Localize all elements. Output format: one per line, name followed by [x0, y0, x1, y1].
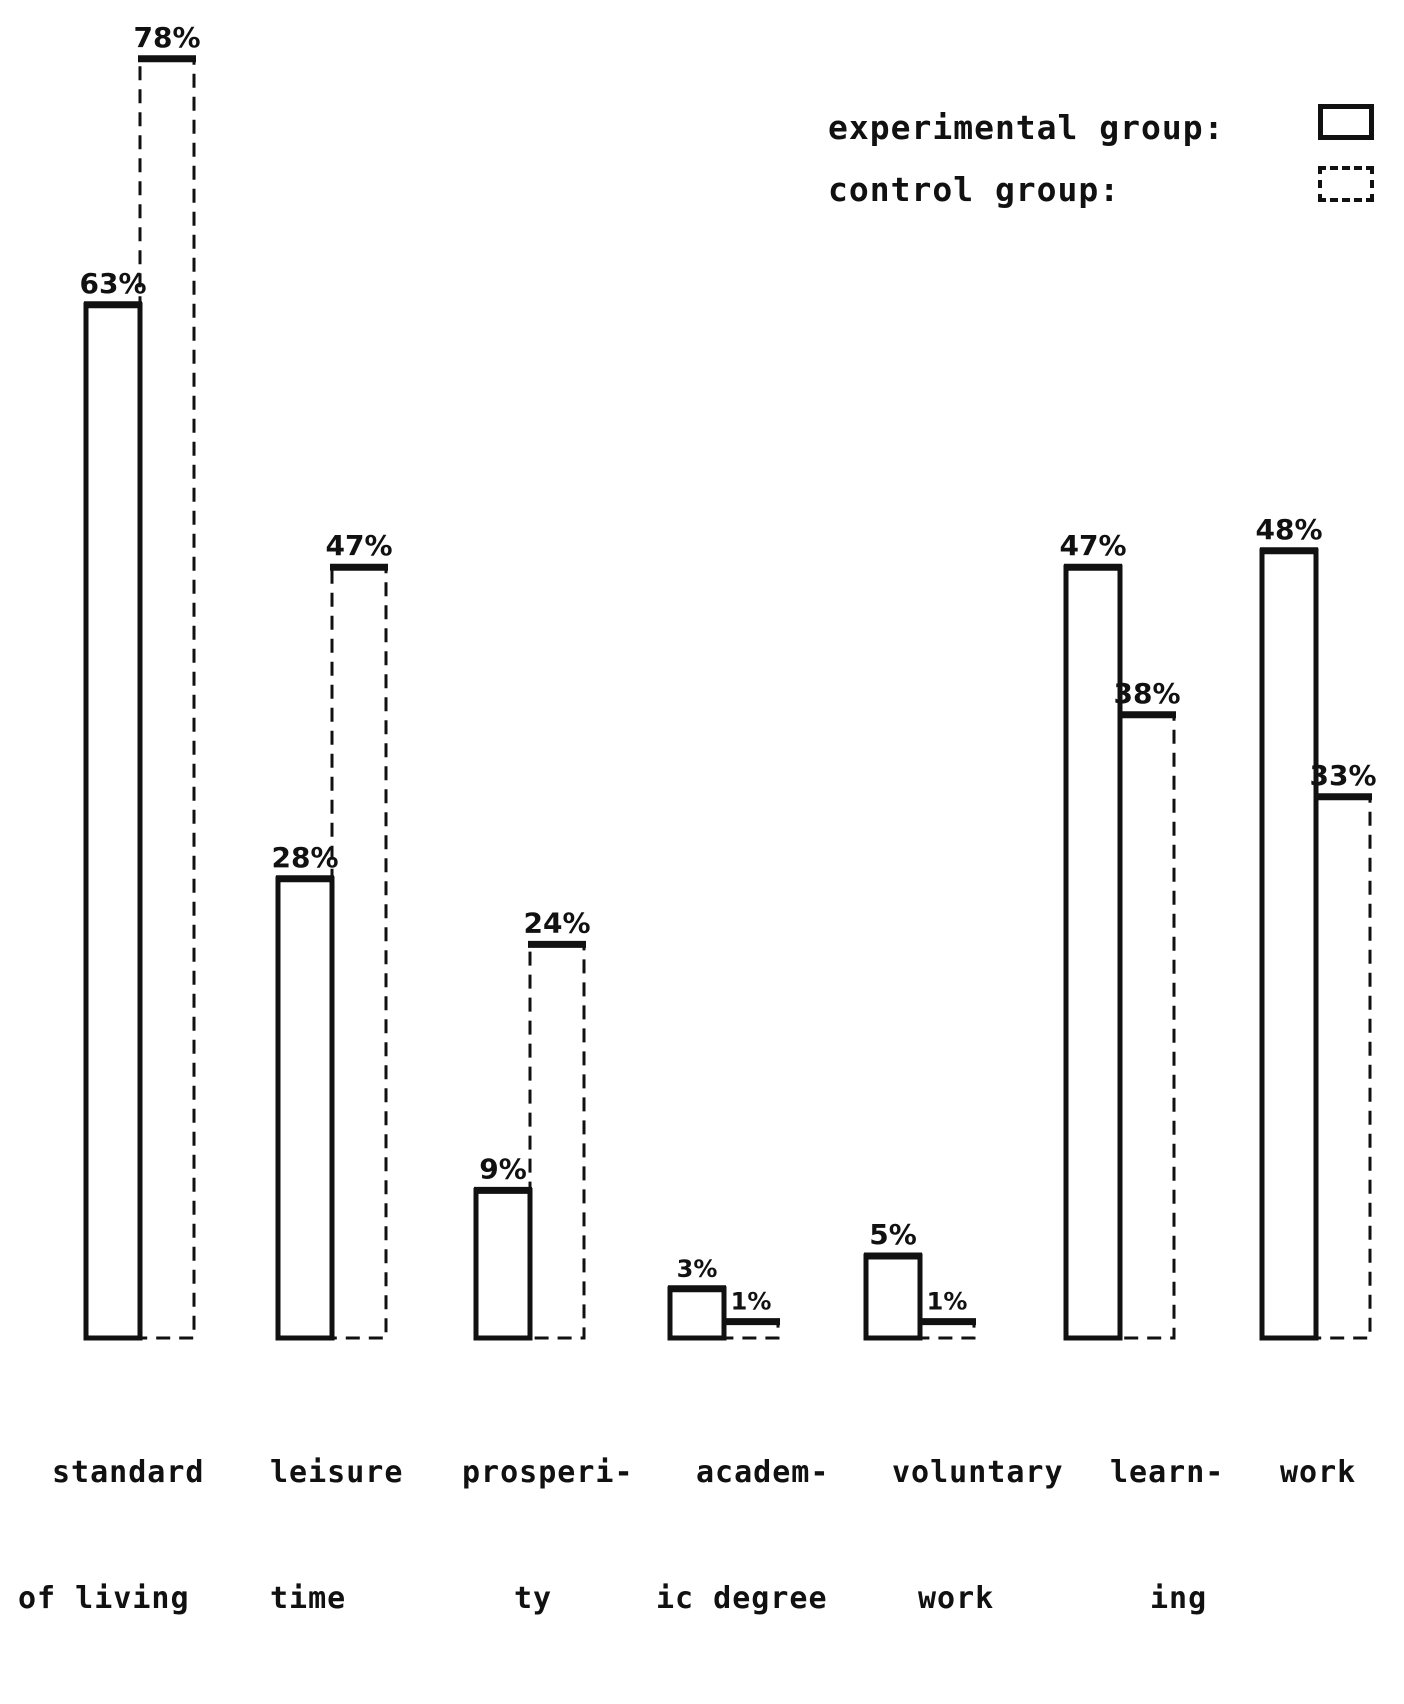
bar-experimental-learning [1063, 564, 1123, 1341]
category-label-standard-of-living: standard of living [18, 1368, 205, 1704]
category-label-line: of living [18, 1581, 190, 1616]
legend-swatch-solid [1318, 104, 1374, 140]
category-label-line: leisure [270, 1455, 404, 1490]
category-label-line: prosperi- [462, 1455, 634, 1490]
data-label-experimental-leisure-time: 28% [271, 841, 338, 874]
legend-label-experimental: experimental group: [828, 108, 1225, 147]
category-label-line: work [918, 1581, 995, 1616]
category-label-work: work [1280, 1368, 1356, 1662]
category-label-voluntary-work: voluntary work [892, 1368, 1064, 1704]
category-label-line: voluntary [892, 1455, 1064, 1490]
bar-control-leisure-time [330, 565, 388, 1340]
legend-swatch-dashed [1318, 166, 1374, 202]
category-label-leisure-time: leisure time [270, 1368, 403, 1704]
category-label-line: ic degree [656, 1581, 828, 1616]
data-label-control-prosperity: 24% [523, 906, 590, 939]
bar-experimental-academic-degree [667, 1286, 727, 1341]
data-label-control-learning: 38% [1113, 677, 1180, 710]
bar-experimental-leisure-time [275, 876, 335, 1341]
bar-control-standard-of-living [138, 57, 196, 1340]
legend: experimental group: control group: [828, 100, 1388, 224]
category-label-line: work [1280, 1455, 1357, 1490]
data-label-experimental-voluntary-work: 5% [869, 1218, 917, 1251]
bar-control-work [1314, 795, 1372, 1340]
bar-experimental-voluntary-work [863, 1253, 923, 1341]
category-label-line: standard [52, 1455, 205, 1490]
data-label-experimental-learning: 47% [1059, 529, 1126, 562]
data-label-experimental-work: 48% [1255, 513, 1322, 546]
bar-control-prosperity [528, 942, 586, 1340]
data-label-control-work: 33% [1309, 759, 1376, 792]
bar-experimental-standard-of-living [83, 302, 143, 1341]
category-label-line: learn- [1110, 1455, 1225, 1490]
legend-label-control: control group: [828, 170, 1121, 209]
bar-experimental-work [1259, 548, 1319, 1341]
chart-canvas: 63% 28% 9% 3% 5% 47% 48% 78% 47% 24% 1% 1% 38% 33% [79, 21, 1377, 1341]
data-label-control-voluntary-work: 1% [927, 1288, 968, 1316]
legend-item-control: control group: [828, 162, 1388, 224]
category-label-academic-degree: academ- ic degree [656, 1368, 829, 1704]
category-label-prosperity: prosperi- ty [462, 1368, 634, 1704]
bar-control-learning [1118, 713, 1176, 1340]
data-label-control-standard-of-living: 78% [133, 21, 200, 54]
category-label-line: academ- [696, 1455, 830, 1490]
bar-experimental-prosperity [473, 1187, 533, 1341]
category-label-line: ing [1150, 1581, 1208, 1616]
category-label-line: ty [514, 1581, 553, 1616]
data-label-experimental-academic-degree: 3% [677, 1255, 718, 1283]
legend-item-experimental: experimental group: [828, 100, 1388, 162]
data-label-experimental-standard-of-living: 63% [79, 267, 146, 300]
bar-chart: 63% 28% 9% 3% 5% 47% 48% 78% 47% 24% 1% 1% 38% 33% ex… [18, 21, 1388, 1616]
category-label-learning: learn- ing [1110, 1368, 1224, 1704]
data-label-control-leisure-time: 47% [325, 529, 392, 562]
data-label-experimental-prosperity: 9% [479, 1152, 527, 1185]
data-label-control-academic-degree: 1% [731, 1288, 772, 1316]
category-label-line: time [270, 1581, 347, 1616]
